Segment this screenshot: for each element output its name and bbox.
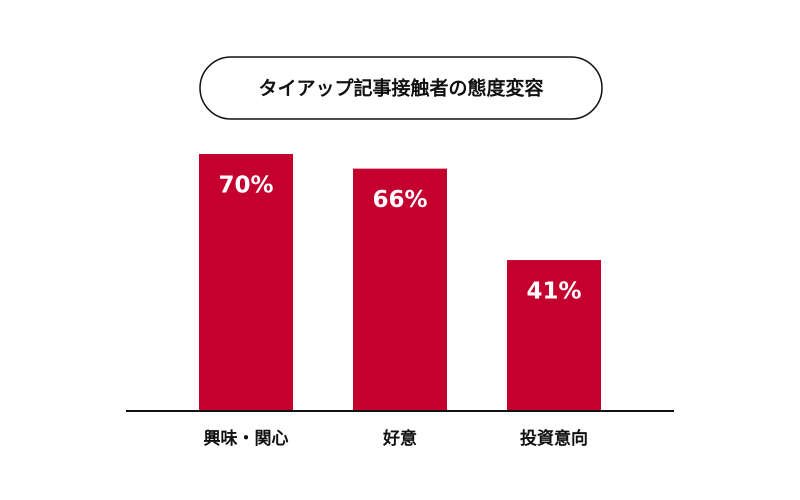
x-tick-label: 好意 [382,428,417,449]
x-tick-label: 投資意向 [520,428,588,449]
bar [507,260,601,410]
chart-title: タイアップ記事接触者の態度変容 [258,77,543,100]
title-box [199,56,603,120]
value-label: 66% [372,187,427,213]
bar [353,168,447,410]
value-label: 41% [526,279,581,305]
bar [199,154,293,410]
x-tick-label: 興味・関心 [204,428,289,449]
value-label: 70% [218,173,273,199]
